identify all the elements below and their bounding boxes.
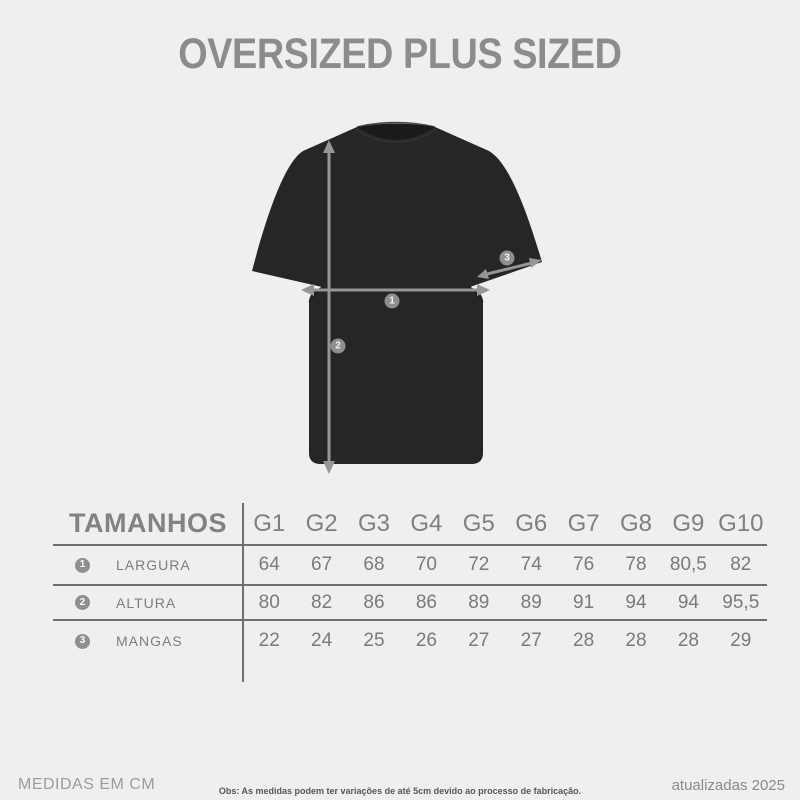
- mangas-badge: 3: [75, 633, 90, 649]
- mangas-g8: 28: [625, 630, 647, 651]
- altura-arrow: [323, 140, 335, 474]
- page-title: OVERSIZED PLUS SIZED: [178, 30, 622, 78]
- table-row-altura: 2 ALTURA 80 82 86 86 89 89 91 94 94 95,5: [53, 586, 767, 621]
- table-row-largura: 1 LARGURA 64 67 68 70 72 74 76 78 80,5 8…: [53, 546, 767, 586]
- table-row-mangas: 3 MANGAS 22 24 25 26 27 27 28 28 28 29: [53, 621, 767, 680]
- largura-g8: 78: [625, 554, 647, 575]
- marker-1: 1: [384, 293, 400, 309]
- mangas-g1: 22: [258, 630, 280, 651]
- size-col-g8: G8: [619, 509, 652, 537]
- altura-g9: 94: [677, 591, 699, 613]
- altura-g1: 80: [258, 591, 280, 613]
- altura-badge: 2: [75, 595, 90, 610]
- marker-3: 3: [499, 250, 515, 266]
- largura-g3: 68: [363, 554, 385, 575]
- largura-g10: 82: [730, 554, 752, 575]
- mangas-g10: 29: [730, 630, 752, 651]
- size-col-g9: G9: [672, 509, 705, 537]
- footer-updated-label: atualizadas 2025: [671, 777, 785, 794]
- largura-g2: 67: [311, 554, 333, 575]
- footer-units-label: MEDIDAS EM CM: [18, 776, 156, 793]
- altura-g7: 91: [573, 591, 595, 613]
- altura-g3: 86: [363, 591, 385, 613]
- table-header-row: TAMANHOS G1 G2 G3 G4 G5 G6 G7 G8 G9 G10: [53, 503, 767, 546]
- tshirt-illustration: [252, 121, 542, 464]
- mangas-g6: 27: [520, 630, 542, 651]
- tshirt-collar-seam: [354, 128, 438, 143]
- tshirt-measurement-diagram: 1 2 3: [252, 121, 542, 474]
- mangas-g7: 28: [573, 630, 595, 651]
- table-header-label: TAMANHOS: [69, 508, 227, 538]
- tshirt-collar: [357, 123, 435, 140]
- mangas-label: MANGAS: [116, 633, 183, 649]
- largura-label: LARGURA: [116, 557, 191, 573]
- largura-g4: 70: [415, 554, 437, 575]
- footer-disclaimer: Obs: As medidas podem ter variações de a…: [218, 786, 582, 796]
- altura-g8: 94: [625, 591, 647, 613]
- size-table: TAMANHOS G1 G2 G3 G4 G5 G6 G7 G8 G9 G10 …: [53, 503, 767, 682]
- mangas-arrow: [477, 258, 542, 279]
- mangas-g9: 28: [677, 630, 699, 651]
- page-title-wrap: OVERSIZED PLUS SIZED: [0, 30, 800, 79]
- largura-g6: 74: [520, 554, 542, 575]
- mangas-g3: 25: [363, 630, 385, 651]
- mangas-label-cell: 3 MANGAS: [53, 628, 243, 654]
- altura-label-cell: 2 ALTURA: [53, 595, 243, 611]
- marker-3-number: 3: [504, 253, 510, 264]
- largura-g9: 80,5: [669, 554, 707, 575]
- altura-g2: 82: [311, 591, 333, 613]
- size-col-g5: G5: [462, 509, 495, 537]
- size-col-g2: G2: [305, 509, 338, 537]
- marker-1-number: 1: [389, 296, 395, 307]
- largura-g5: 72: [468, 554, 490, 575]
- size-col-g4: G4: [410, 509, 443, 537]
- size-col-g1: G1: [253, 509, 286, 537]
- size-col-g7: G7: [567, 509, 600, 537]
- table-vertical-divider: [242, 503, 244, 682]
- largura-arrow: [301, 284, 490, 296]
- tshirt-collar-rim: [356, 121, 436, 128]
- altura-g4: 86: [415, 591, 437, 613]
- largura-label-cell: 1 LARGURA: [53, 557, 243, 573]
- mangas-g4: 26: [415, 630, 437, 651]
- altura-g10: 95,5: [722, 591, 760, 613]
- largura-g7: 76: [573, 554, 595, 575]
- mangas-g2: 24: [311, 630, 333, 651]
- marker-2-number: 2: [335, 341, 341, 352]
- altura-g6: 89: [520, 591, 542, 613]
- size-col-g10: G10: [718, 509, 764, 537]
- altura-label: ALTURA: [116, 594, 177, 611]
- size-col-g6: G6: [515, 509, 548, 537]
- largura-badge: 1: [75, 557, 90, 573]
- largura-g1: 64: [258, 554, 280, 575]
- marker-2: 2: [330, 338, 346, 354]
- mangas-g5: 27: [468, 630, 490, 651]
- size-col-g3: G3: [357, 509, 390, 537]
- altura-g5: 89: [468, 591, 490, 613]
